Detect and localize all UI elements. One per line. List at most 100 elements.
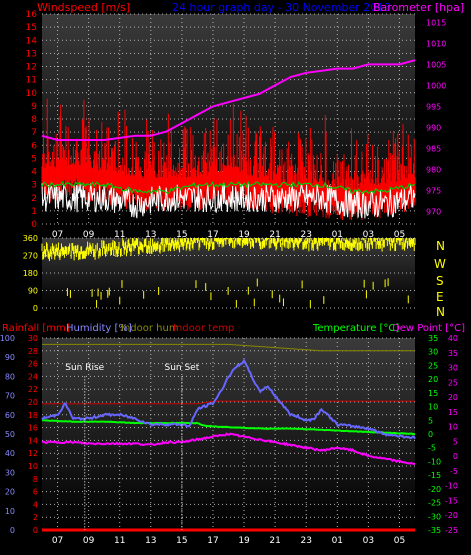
wind-average-line	[41, 180, 416, 195]
temperature-tick-label: 15	[428, 389, 438, 398]
temperature-tick-label: -5	[428, 444, 436, 453]
wind-tick-label: 21	[269, 230, 280, 240]
temperature-tick-label: 03	[363, 536, 374, 546]
rain-tick-label: 18	[28, 411, 38, 420]
windspeed-tick-label: 2	[31, 194, 37, 204]
rain-tick-label: 28	[28, 347, 38, 356]
direction-tick-label: 180	[23, 269, 38, 278]
humidity-tick-label: 100	[0, 334, 15, 343]
wind-gust-line	[41, 183, 416, 219]
windspeed-tick-label: 4	[31, 168, 37, 178]
temperature-tick-label: 19	[238, 536, 250, 546]
temperature-tick-label: 5	[428, 416, 433, 425]
temperature-tick-label: 25	[428, 361, 438, 370]
windspeed-tick-label: 14	[26, 36, 38, 46]
temperature-tick-label: 21	[269, 536, 280, 546]
direction-tick-label: 0	[33, 304, 38, 313]
axis-layer: 0123456789101112131415169709759809859909…	[0, 10, 458, 546]
direction-label-n-bottom: N	[436, 305, 445, 319]
rain-tick-label: 22	[28, 385, 38, 394]
temperature-tick-label: 23	[300, 536, 311, 546]
temperature-tick-label: -10	[428, 457, 441, 466]
temperature-line	[41, 419, 416, 436]
direction-tick-label: 360	[23, 234, 38, 243]
temperature-tick-label: -30	[428, 512, 441, 521]
humidity-tick-label: 80	[5, 372, 15, 381]
dewpoint-tick-label: -25	[445, 526, 458, 535]
barometer-tick-label: 975	[426, 186, 441, 195]
wind-tick-label: 09	[83, 230, 95, 240]
barometer-tick-label: 970	[426, 207, 441, 216]
wind-tick-label: 23	[300, 230, 311, 240]
wind-tick-label: 07	[52, 230, 63, 240]
temperature-tick-label: 05	[394, 536, 405, 546]
barometer-tick-label: 1005	[426, 60, 446, 69]
barometer-tick-label: 980	[426, 165, 441, 174]
wind-tick-label: 19	[238, 230, 250, 240]
humidity-tick-label: 70	[5, 392, 15, 401]
wind-tick-label: 17	[207, 230, 218, 240]
rain-tick-label: 30	[28, 334, 38, 343]
windspeed-tick-label: 9	[31, 102, 37, 112]
rain-tick-label: 0	[33, 526, 38, 535]
wind-tick-label: 15	[176, 230, 187, 240]
temperature-tick-label: 10	[428, 403, 438, 412]
windspeed-tick-label: 8	[31, 115, 37, 125]
humidity-tick-label: 20	[5, 488, 15, 497]
direction-label-e: E	[436, 290, 444, 304]
windspeed-tick-label: 5	[31, 154, 37, 164]
rain-tick-label: 4	[33, 500, 38, 509]
wind-tick-label: 05	[394, 230, 405, 240]
humidity-tick-label: 10	[5, 507, 15, 516]
rain-tick-label: 26	[28, 360, 38, 369]
direction-tick-label: 270	[23, 252, 38, 261]
dewpoint-tick-label: 35	[448, 349, 458, 358]
temperature-tick-label: 13	[145, 536, 156, 546]
temperature-tick-label: -25	[428, 499, 441, 508]
wind-direction-labels: N W S E N	[434, 239, 446, 319]
barometer-line	[41, 59, 416, 141]
direction-label-w: W	[434, 257, 446, 271]
temperature-tick-label: 17	[207, 536, 218, 546]
barometer-tick-label: 985	[426, 144, 441, 153]
barometer-tick-label: 995	[426, 102, 441, 111]
wind-tick-label: 13	[145, 230, 156, 240]
temperature-tick-label: 15	[176, 536, 187, 546]
dewpoint-tick-label: 10	[448, 423, 458, 432]
graph-title: 24 hour graph day - 30 November 2013	[172, 1, 391, 14]
windspeed-tick-label: 3	[31, 181, 37, 191]
dewpoint-tick-label: 5	[453, 437, 458, 446]
dewpoint-tick-label: 30	[448, 364, 458, 373]
windspeed-tick-label: 13	[26, 49, 37, 59]
indoor-temp-line	[42, 400, 415, 405]
direction-label-s: S	[436, 274, 444, 288]
temperature-tick-label: 20	[428, 375, 438, 384]
dewpoint-tick-label: 0	[453, 452, 458, 461]
humidity-tick-label: 50	[5, 430, 15, 439]
wind-tick-label: 03	[363, 230, 374, 240]
windspeed-tick-label: 1	[31, 207, 37, 217]
series-layer	[41, 59, 416, 532]
direction-panel-background	[42, 238, 415, 308]
rainfall-label: Rainfall [mm]	[2, 323, 70, 334]
dew-point-label: Dew Point [°C]	[392, 323, 465, 334]
humidity-tick-label: 40	[5, 449, 15, 458]
wind-tick-label: 11	[114, 230, 125, 240]
temperature-tick-label: 01	[332, 536, 343, 546]
temperature-tick-label: 0	[428, 430, 433, 439]
sunrise-label: Sun Rise	[65, 363, 104, 373]
dewpoint-tick-label: -20	[445, 511, 458, 520]
humidity-label: Humidity [%]	[66, 323, 132, 334]
rain-tick-label: 10	[28, 462, 38, 471]
windspeed-tick-label: 10	[26, 89, 38, 99]
barometer-tick-label: 990	[426, 123, 441, 132]
rain-tick-label: 2	[33, 513, 38, 522]
humidity-tick-label: 90	[5, 353, 15, 362]
temperature-tick-label: 35	[428, 334, 438, 343]
windspeed-tick-label: 0	[31, 220, 37, 230]
rain-tick-label: 6	[33, 488, 38, 497]
windspeed-tick-label: 15	[26, 23, 37, 33]
dewpoint-tick-label: 20	[448, 393, 458, 402]
barometer-tick-label: 1010	[426, 39, 446, 48]
